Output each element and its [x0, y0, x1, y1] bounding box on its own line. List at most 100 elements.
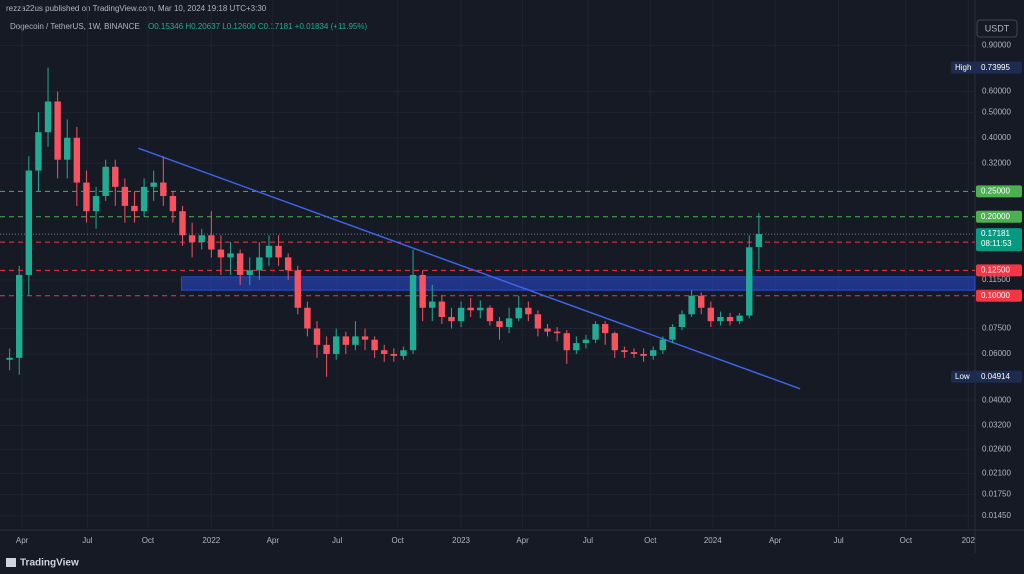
zone — [181, 276, 976, 291]
extreme-value: 0.73995 — [981, 63, 1010, 72]
level-badge — [976, 289, 1022, 302]
y-tick-label: 0.11500 — [982, 275, 1011, 284]
x-tick-label: Jul — [833, 536, 843, 545]
candle-body — [265, 245, 273, 258]
currency-button[interactable] — [976, 19, 1018, 38]
y-tick-label: 0.50000 — [982, 107, 1011, 116]
candle-body — [678, 314, 686, 328]
candle-body — [284, 257, 292, 271]
level-badge — [976, 210, 1022, 223]
candle-body — [698, 295, 705, 308]
y-tick-label: 0.02600 — [982, 444, 1011, 453]
candle-body — [352, 336, 359, 345]
candle-body — [505, 318, 513, 328]
candle-body — [611, 333, 618, 351]
candle-body — [333, 336, 340, 354]
extreme-badge — [951, 370, 1022, 383]
candle-body — [601, 324, 609, 334]
y-tick-label: 0.32000 — [982, 158, 1011, 167]
price-badge — [976, 228, 1022, 252]
candle-body — [496, 321, 503, 328]
candle-body — [640, 353, 647, 356]
candle-body — [83, 182, 90, 212]
candle-body — [707, 307, 715, 322]
x-tick-label: Jul — [82, 536, 92, 545]
candle-body — [275, 245, 282, 258]
x-tick-label: 202 — [962, 536, 976, 545]
candle-body — [188, 235, 196, 243]
candle-body — [419, 274, 426, 308]
y-tick-label: 0.04000 — [982, 395, 1011, 404]
candle-body — [54, 101, 61, 160]
x-tick-label: 2024 — [704, 536, 722, 545]
level-badge — [976, 185, 1022, 198]
extreme-badge — [951, 61, 1022, 74]
candle-body — [630, 352, 638, 354]
candle-body — [179, 211, 186, 236]
candle-body — [246, 270, 253, 275]
candle-body — [92, 195, 100, 212]
candle-body — [371, 339, 378, 351]
y-tick-label: 0.07500 — [982, 324, 1011, 333]
candle-body — [438, 301, 446, 317]
y-tick-label: 0.03200 — [982, 421, 1011, 430]
candle-body — [131, 205, 138, 212]
trendline — [138, 147, 801, 390]
y-tick-label: 0.01750 — [982, 489, 1011, 498]
candle-body — [323, 344, 330, 354]
candle-body — [553, 331, 561, 334]
candle-body — [688, 295, 695, 315]
candle-body — [746, 247, 753, 316]
x-tick-label: Oct — [900, 536, 913, 545]
candle-body — [16, 274, 23, 358]
candle-body — [477, 307, 484, 311]
x-tick-label: Oct — [142, 536, 155, 545]
publisher: rezza22us published on TradingView.com, … — [6, 4, 267, 13]
candle-body — [227, 253, 234, 258]
candle-body — [621, 350, 628, 353]
candle-body — [6, 357, 13, 360]
level-label: 0.25000 — [981, 186, 1010, 195]
candle-body — [755, 234, 763, 247]
candle-body — [342, 336, 350, 345]
x-tick-label: Apr — [769, 536, 782, 545]
candle-body — [573, 343, 580, 351]
candle-body — [592, 324, 599, 340]
candle-body — [44, 101, 52, 133]
x-tick-label: Apr — [16, 536, 29, 545]
candle-body — [448, 316, 455, 322]
x-tick-label: Oct — [644, 536, 657, 545]
candle-body — [659, 339, 667, 351]
x-tick-label: Jul — [332, 536, 342, 545]
y-tick-label: 0.06000 — [982, 349, 1011, 358]
candle-body — [73, 137, 81, 183]
candle-body — [140, 186, 148, 212]
candle-body — [400, 350, 407, 356]
x-tick-label: Jul — [583, 536, 593, 545]
candle-body — [217, 249, 225, 258]
level-label: 0.20000 — [981, 212, 1010, 221]
candle-body — [563, 333, 570, 351]
candle-body — [121, 186, 129, 206]
candle-body — [467, 307, 474, 311]
candle-body — [313, 328, 321, 345]
candle-body — [112, 166, 119, 187]
candle-body — [409, 274, 417, 351]
candle-body — [650, 350, 657, 356]
y-tick-label: 0.90000 — [982, 40, 1011, 49]
candle-body — [25, 170, 33, 275]
extreme-name: Low — [955, 372, 970, 381]
candle-body — [304, 307, 311, 329]
candle-body — [429, 301, 436, 308]
x-tick-label: Apr — [516, 536, 529, 545]
x-tick-label: 2022 — [202, 536, 220, 545]
candle-body — [236, 253, 244, 275]
level-label: 0.10000 — [981, 291, 1010, 300]
candle-body — [198, 235, 205, 243]
candle-body — [726, 316, 734, 322]
y-tick-label: 0.60000 — [982, 87, 1011, 96]
candle-body — [361, 336, 369, 340]
candle-body — [544, 328, 551, 332]
y-tick-label: 0.02100 — [982, 469, 1011, 478]
